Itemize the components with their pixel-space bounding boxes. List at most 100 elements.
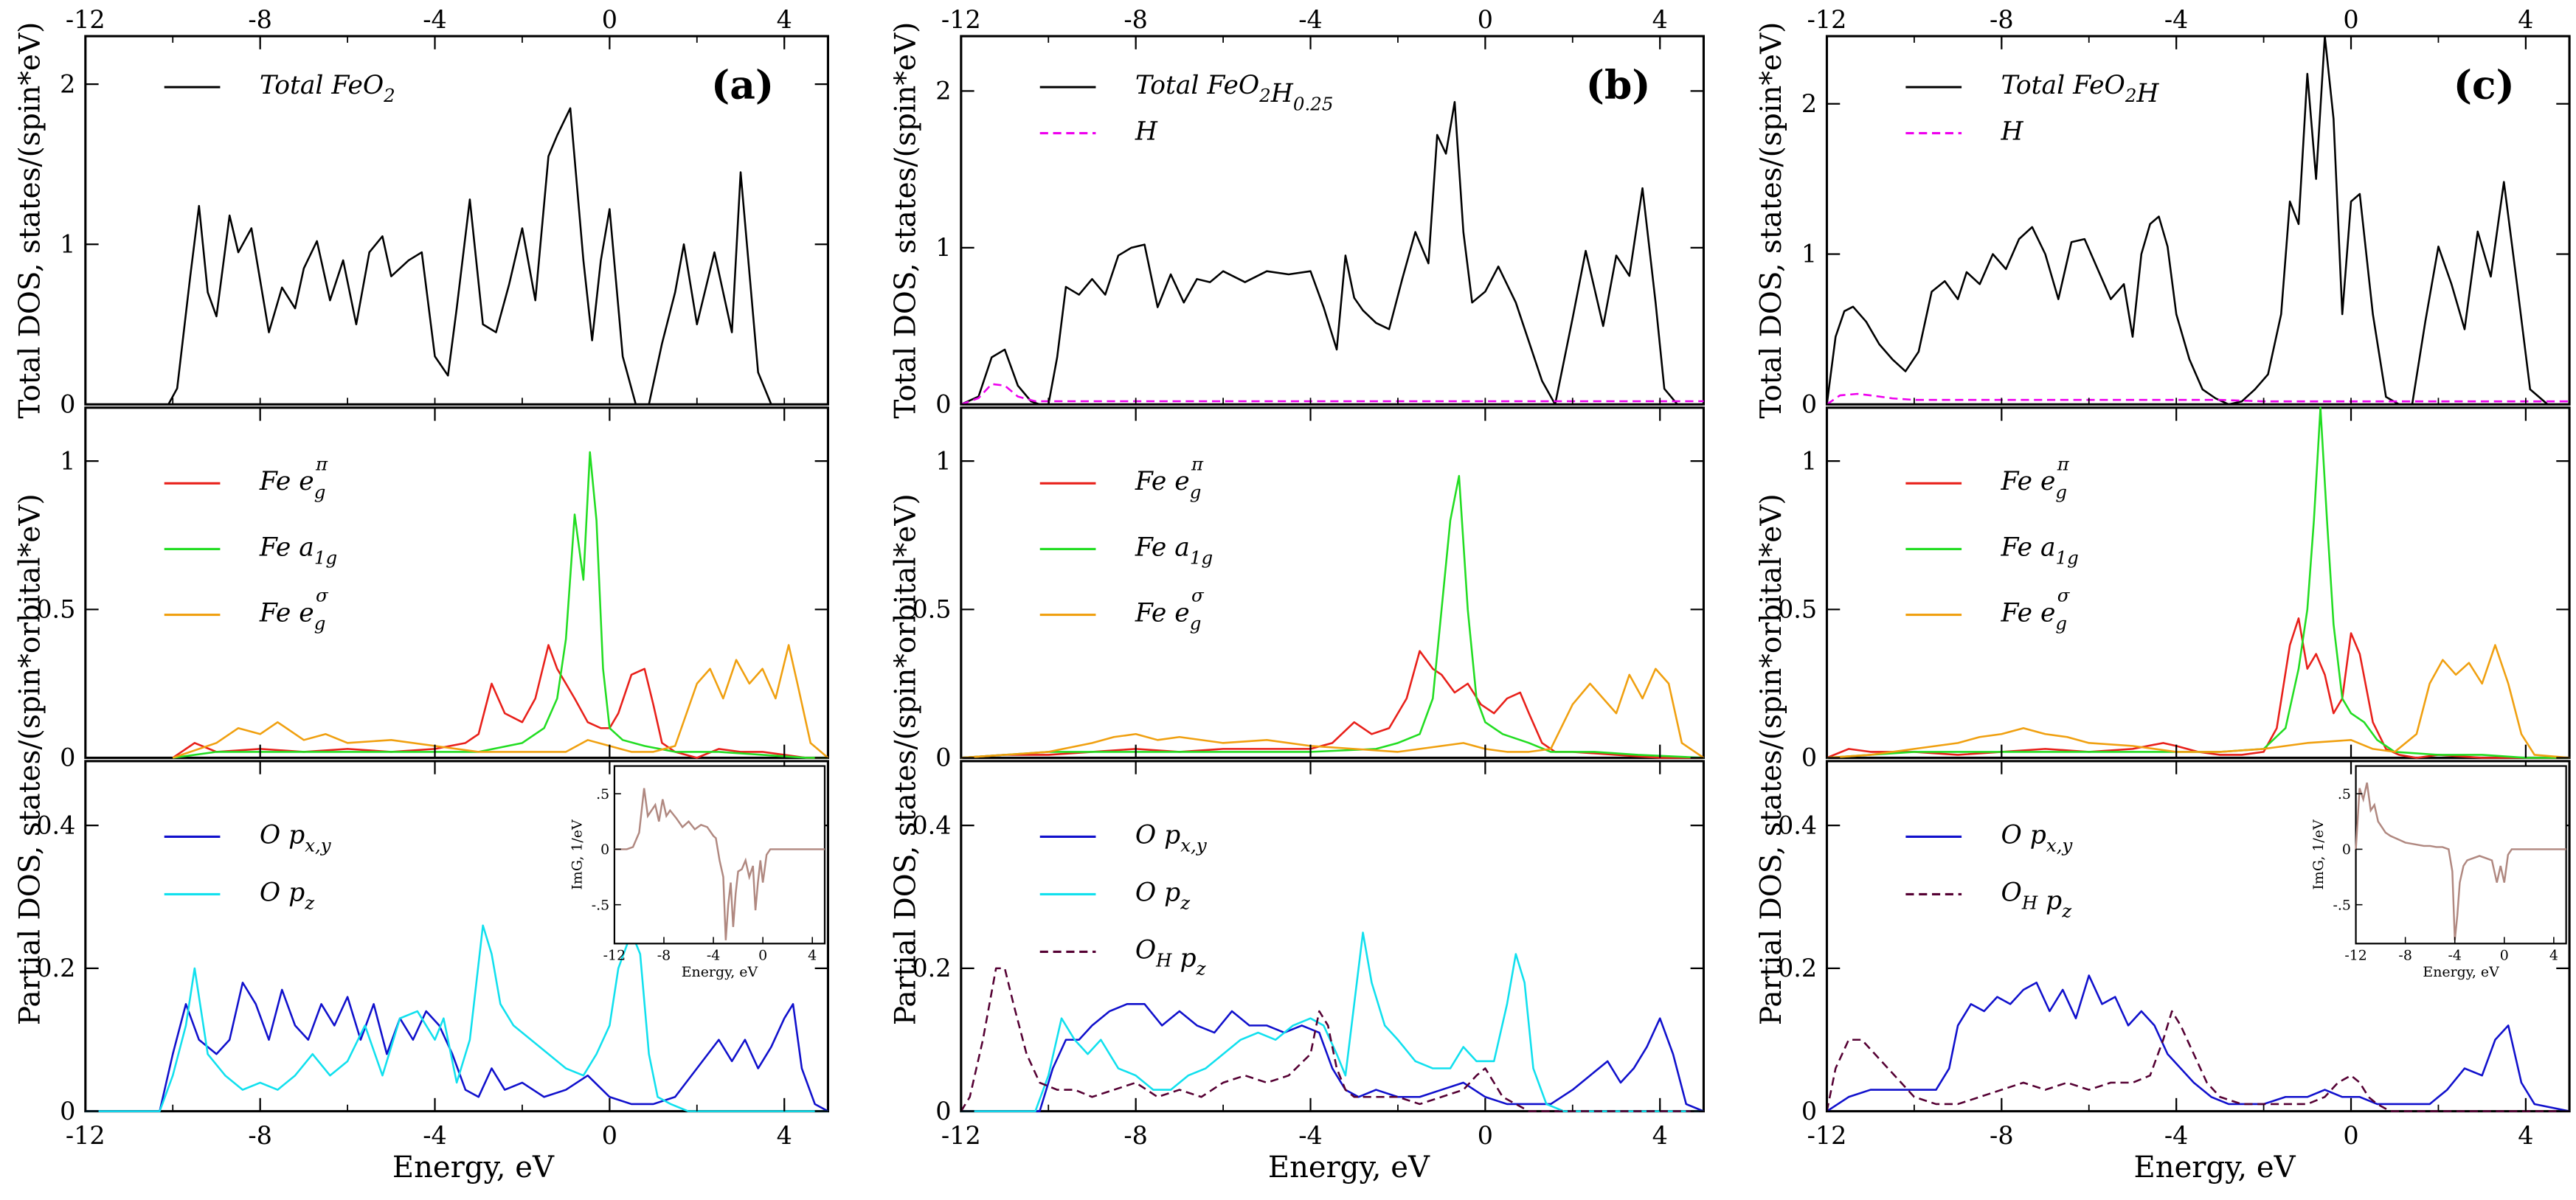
legend-sub-text: 2: [2125, 85, 2137, 106]
top-x-tick-label: 4: [1652, 5, 1668, 34]
y-tick-label: 0.5: [912, 594, 951, 623]
legend-sup-text: π: [2057, 453, 2070, 474]
legend-label-fe-0: Fe egπ: [1135, 453, 1204, 502]
o-pdos-frame: [960, 760, 1706, 1113]
inset-axes-a: -12 -8 -4 0 4 -.5 0 .5 Energy, eV ImG, 1/eV: [569, 765, 826, 980]
legend-pre-text: Fe e: [2001, 467, 2056, 496]
legend-sub-text: x,y: [305, 834, 332, 856]
legend-label-total-0: Total FeO2H0.25: [1135, 71, 1334, 114]
legend-post-text: p: [2037, 886, 2062, 915]
inset-y-tick-label: 0: [2342, 842, 2351, 858]
legend-sub-text: x,y: [2046, 834, 2074, 856]
legend-pre-text: Fe e: [1135, 598, 1190, 628]
series-line-o-0: [85, 981, 829, 1112]
legend-pre-text: O p: [260, 820, 305, 850]
legend-label-fe-0: Fe egπ: [259, 453, 328, 502]
series-line-fe-1: [960, 474, 1704, 759]
inset-x-tick-label: 4: [2549, 948, 2558, 964]
y-tick-label: 0.2: [912, 954, 951, 982]
legend-sub-text: 1g: [2056, 547, 2079, 568]
legend-label-total-0: Total FeO2H: [2001, 71, 2160, 108]
legend-pre-text: Fe e: [1135, 467, 1190, 496]
x-tick-label: -12: [66, 1121, 105, 1150]
legend-label-fe-0: Fe egπ: [2001, 453, 2070, 502]
legend-label-fe-2: Fe egσ: [2001, 585, 2071, 634]
inset-y-tick-label: 0: [600, 842, 609, 858]
top-x-tick-label: 4: [777, 5, 792, 34]
legend-sub2-text: 0.25: [1293, 93, 1334, 114]
y-axis-label-total: Total DOS, states/(spin*eV): [13, 22, 46, 419]
inset-y-tick-label: -.5: [592, 897, 609, 913]
series-line-o-1: [960, 932, 1704, 1112]
legend-pre-text: Fe e: [2001, 598, 2056, 628]
inset-x-tick-label: -12: [603, 948, 626, 964]
o-pdos-frame: [1825, 760, 2571, 1113]
y-tick-label: 1: [1801, 446, 1817, 475]
total-dos-frame: [960, 35, 1706, 406]
y-tick-label: 1: [1801, 240, 1817, 268]
y-tick-label: 0: [60, 389, 75, 418]
y-axis-label-total: Total DOS, states/(spin*eV): [889, 22, 922, 419]
legend-sub-text: g: [2055, 613, 2067, 634]
legend-sup-text: π: [315, 453, 328, 474]
legend-label-fe-1: Fe a1g: [259, 533, 337, 568]
x-axis-label: Energy, eV: [2134, 1151, 2296, 1185]
x-axis-label: Energy, eV: [392, 1151, 555, 1185]
top-x-tick-label: 4: [2518, 5, 2533, 34]
legend-sub-text: z: [304, 892, 315, 913]
legend-label-total-1: H: [2001, 117, 2024, 146]
y-axis-label-partial: Partial DOS, states/(spin*orbital*eV): [889, 493, 922, 1025]
legend-pre-text: Total FeO: [1135, 71, 1259, 100]
y-axis-label-partial: Partial DOS, states/(spin*orbital*eV): [13, 493, 46, 1025]
y-tick-label: 0: [1801, 1097, 1817, 1126]
y-tick-label: 0.4: [36, 811, 75, 839]
legend-sub-text: 1g: [314, 547, 337, 568]
legend-pre-text: O: [1135, 935, 1156, 965]
y-axis-label-total: Total DOS, states/(spin*eV): [1755, 22, 1788, 419]
series-line-fe-2: [960, 667, 1705, 759]
legend-sub-text: g: [2055, 481, 2067, 502]
legend-sup-text: π: [1191, 453, 1204, 474]
x-tick-label: -4: [423, 1121, 447, 1150]
y-tick-label: 1: [60, 446, 75, 475]
legend-sub2-text: z: [1196, 958, 1207, 979]
top-x-tick-label: -12: [66, 5, 105, 34]
y-tick-label: 0.4: [1778, 811, 1817, 839]
legend-label-o-2: OH pz: [1135, 935, 1207, 979]
legend-pre-text: H: [1135, 117, 1158, 146]
legend-label-o-1: OH pz: [2001, 878, 2073, 921]
y-tick-label: 0: [935, 389, 951, 418]
y-tick-label: 0: [60, 1097, 75, 1126]
legend-pre-text: O p: [1135, 878, 1180, 907]
y-tick-label: 1: [935, 446, 951, 475]
series-line-fe-0: [172, 644, 828, 759]
series-line-o-1: [1826, 1010, 2570, 1112]
legend-sub-text: 2: [1258, 85, 1271, 106]
legend-label-fe-2: Fe egσ: [1135, 585, 1205, 634]
legend-sub-text: g: [1190, 481, 1202, 502]
inset-x-tick-label: -4: [707, 948, 720, 964]
legend-label-fe-2: Fe egσ: [259, 585, 329, 634]
series-line-fe-2: [1827, 644, 2570, 759]
legend-sub-text: H: [1155, 950, 1172, 971]
legend-mid-text: H: [1270, 79, 1294, 108]
x-tick-label: -4: [1298, 1121, 1323, 1150]
y-tick-label: 2: [935, 77, 951, 105]
x-tick-label: 0: [1478, 1121, 1493, 1150]
top-x-tick-label: -4: [2164, 5, 2189, 34]
top-x-tick-label: 0: [602, 5, 617, 34]
x-tick-label: 4: [777, 1121, 792, 1150]
x-tick-label: -4: [2164, 1121, 2189, 1150]
inset-y-tick-label: -.5: [2333, 897, 2350, 913]
legend-label-o-1: O pz: [260, 878, 315, 913]
legend-sub-text: H: [2021, 892, 2038, 913]
legend-sub-text: g: [314, 613, 326, 634]
legend-pre-text: Fe a: [2001, 533, 2056, 562]
